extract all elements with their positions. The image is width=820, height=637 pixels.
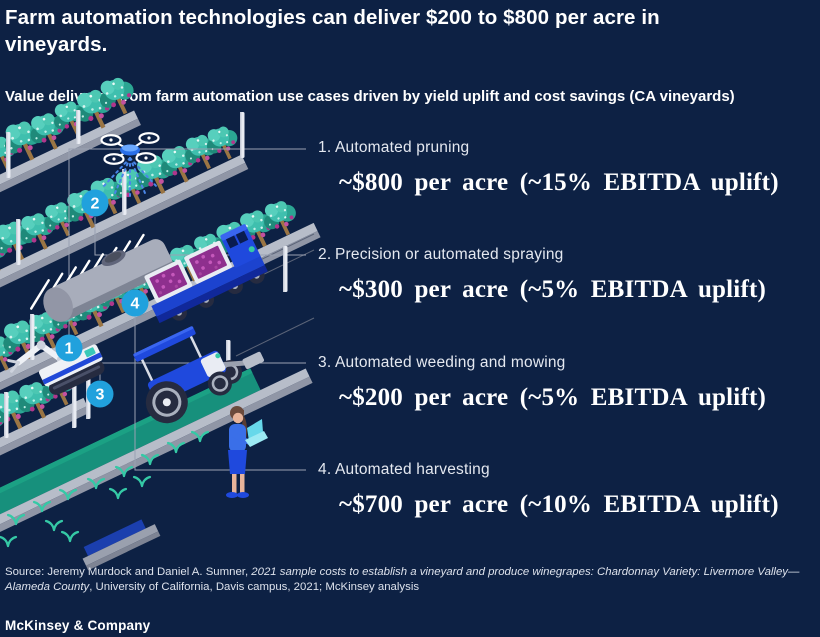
use-case-number: 2. [318, 246, 332, 263]
source-citation: 2021 sample costs to establish a vineyar… [5, 566, 800, 594]
use-case-label: 4. Automated harvesting [318, 461, 820, 479]
pruning-robot [7, 340, 105, 395]
page-subtitle: Value delivered from farm automation use… [5, 88, 735, 105]
mckinsey-logotype: McKinsey & Company [5, 618, 151, 633]
use-case-value: ~$700 per acre (~10% EBITDA uplift) [339, 491, 779, 518]
marker-1-number: 1 [65, 341, 74, 358]
source-prefix: Source: Jeremy Murdock and Daniel A. Sum… [5, 566, 252, 578]
use-case-value: ~$800 per acre (~15% EBITDA uplift) [339, 169, 779, 196]
marker-4-number: 4 [131, 296, 140, 313]
row-end-piece [82, 519, 161, 571]
use-case-name: Automated harvesting [335, 461, 490, 478]
marker-1: 1 [55, 334, 83, 362]
marker-2: 2 [81, 189, 109, 217]
source-suffix: , University of California, Davis campus… [89, 581, 420, 594]
marker-2-number: 2 [91, 196, 100, 213]
use-case-number: 4. [318, 461, 332, 478]
use-case-item-4: 4. Automated harvesting ~$700 per acre (~… [318, 461, 820, 519]
vineyard-row [0, 364, 91, 471]
harvester-truck [143, 224, 268, 324]
marker-3-number: 3 [96, 387, 105, 404]
connector-line-4 [134, 317, 306, 471]
use-case-item-3: 3. Automated weeding and mowing ~$200 per… [318, 354, 820, 412]
use-case-label: 2. Precision or automated spraying [318, 246, 820, 264]
mowing-tractor [133, 326, 264, 424]
use-case-name: Automated pruning [335, 139, 470, 156]
source-note: Source: Jeremy Murdock and Daniel A. Sum… [5, 565, 811, 596]
use-case-label: 3. Automated weeding and mowing [318, 354, 820, 372]
marker-4: 4 [121, 289, 149, 317]
use-case-item-2: 2. Precision or automated spraying ~$300 … [318, 246, 820, 304]
use-case-item-1: 1. Automated pruning ~$800 per acre (~15%… [318, 139, 820, 197]
markers: 1 2 3 4 [55, 189, 149, 408]
field-worker [226, 406, 268, 498]
use-case-number: 3. [318, 354, 332, 371]
use-case-name: Precision or automated spraying [335, 246, 564, 263]
vineyard-row [0, 71, 142, 203]
use-case-name: Automated weeding and mowing [335, 354, 566, 371]
marker-3: 3 [86, 380, 114, 408]
spray-drone-icon [100, 132, 160, 197]
use-case-value: ~$200 per acre (~5% EBITDA uplift) [339, 384, 767, 411]
use-case-number: 1. [318, 139, 332, 156]
vineyard-row [0, 120, 249, 303]
page-title: Farm automation technologies can deliver… [5, 6, 660, 57]
connector-line-1 [68, 148, 306, 337]
use-case-value: ~$300 per acre (~5% EBITDA uplift) [339, 276, 767, 303]
use-case-label: 1. Automated pruning [318, 139, 820, 157]
